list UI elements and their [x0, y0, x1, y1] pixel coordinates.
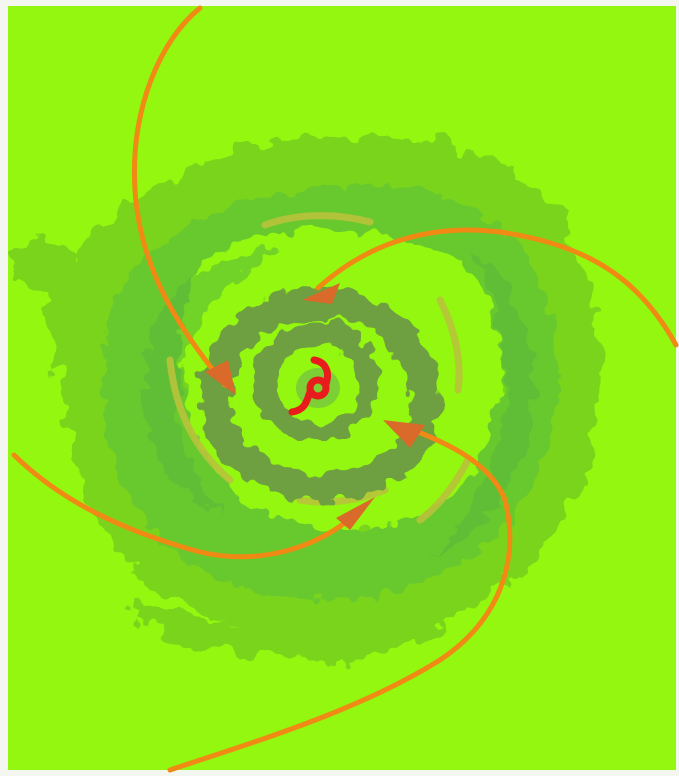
eyewall — [200, 290, 440, 500]
rain-streak — [436, 296, 463, 394]
rain-streak — [166, 356, 234, 484]
inflow-arrow-top-right — [315, 227, 679, 348]
left-spiral-band — [10, 238, 240, 568]
inflow-arrow-bottom-right — [167, 422, 513, 773]
inflow-arrow-icon — [205, 360, 236, 395]
rain-streak — [416, 456, 472, 524]
inner-band-right — [430, 250, 534, 560]
hurricane-symbol-core — [306, 376, 330, 400]
inflow-arrows — [11, 5, 679, 773]
lower-spiral-band — [130, 570, 500, 659]
inflow-arrow-bottom-left — [11, 452, 363, 560]
mid-band — [102, 184, 559, 601]
hurricane-symbol-arm-bottom — [288, 388, 314, 416]
inflow-arrow-icon — [383, 420, 425, 448]
inflow-arrow-top-left — [131, 5, 228, 388]
heavy-rain-streaks — [166, 212, 472, 524]
inner-band — [145, 249, 280, 515]
inflow-arrow-icon — [336, 497, 375, 530]
rain-streak — [261, 212, 374, 229]
rain-streak — [296, 486, 389, 506]
arrow-heads — [205, 283, 425, 530]
middle-rain-bands — [102, 184, 559, 601]
hurricane-symbol-arm-top — [310, 356, 331, 388]
hurricane-symbol-icon — [288, 356, 331, 416]
inner-eyewall — [252, 320, 378, 440]
inflow-arrow-icon — [302, 283, 340, 304]
